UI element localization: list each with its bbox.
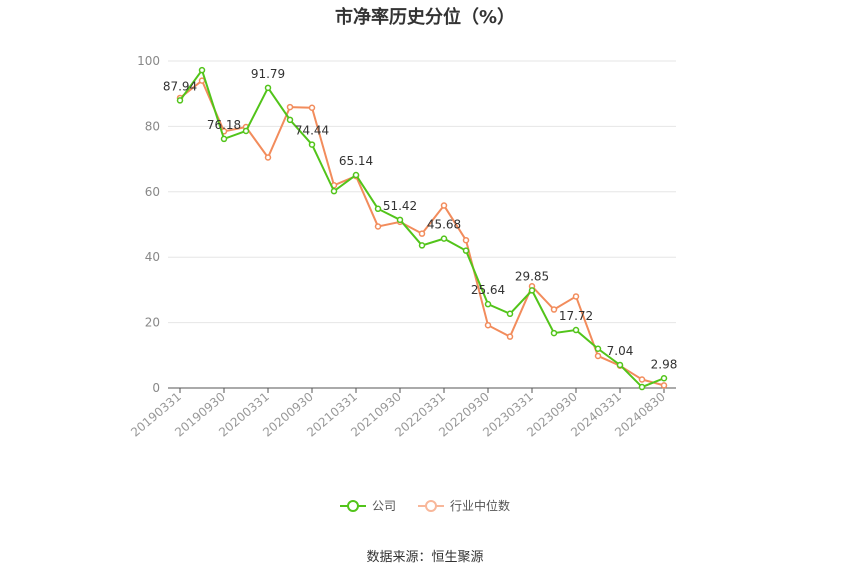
source-note: 数据来源：恒生聚源 [366,550,484,565]
series-0-point-21 [638,383,646,391]
data-label-2: 76.18 [207,118,241,132]
series-0-point-11 [418,242,426,249]
series-0-point-10 [396,216,404,224]
series-0-point-17 [550,329,558,337]
series-0-point-0 [176,97,184,104]
series-1-point-11 [418,230,426,237]
series-1-point-4 [264,154,272,161]
series-1-point-17 [550,306,558,313]
series-0-point-7 [330,187,338,195]
series-1 [176,77,668,389]
series-0-point-6 [308,141,316,148]
y-tick-label-20: 20 [145,316,160,330]
data-label-16: 29.85 [515,269,549,283]
series-0-point-1 [198,66,206,74]
legend-label-industry-median: 行业中位数 [450,499,511,513]
axes: 0204060801002019033120190930202003312020… [128,54,676,440]
data-label-8: 65.14 [339,154,373,168]
series-1-point-6 [308,104,316,112]
series-1-point-18 [572,293,580,300]
legend-label-company: 公司 [371,499,396,513]
y-tick-label-80: 80 [145,119,160,133]
data-label-4: 91.79 [251,67,285,81]
series-0-point-9 [374,205,382,213]
series-0 [176,66,668,391]
y-tick-label-60: 60 [145,185,160,199]
series-0-point-3 [242,127,250,135]
legend-swatch-orange-icon [418,499,444,512]
legend-item-industry-median[interactable]: 行业中位数 [418,497,510,514]
series-1-point-13 [462,236,470,244]
data-label-18: 17.72 [559,309,593,323]
grid-lines [168,60,676,324]
series-0-point-5 [286,116,294,124]
data-label-22: 2.98 [651,357,678,371]
series-1-point-14 [484,321,492,329]
data-labels: 87.94 76.18 91.79 74.44 65.14 51.42 45.68 25.64… [163,67,678,371]
chart-title: 市净率历史分位（%） [334,7,516,28]
series-1-point-12 [440,202,448,209]
data-label-14: 25.64 [471,283,505,297]
series-0-point-12 [440,235,448,242]
series-1-point-5 [286,103,294,111]
series-1-point-19 [594,352,602,360]
series-0-point-2 [220,135,228,143]
series-0-point-16 [528,287,536,294]
series-0-point-18 [572,326,580,334]
data-label-10: 51.42 [383,199,417,213]
series-lines [176,66,668,391]
series-0-point-22 [660,375,668,382]
series-0-point-19 [594,345,602,353]
y-tick-label-0: 0 [152,381,160,395]
series-0-point-20 [616,361,624,369]
series-0-point-14 [484,300,492,308]
series-1-point-15 [506,333,514,340]
legend-swatch-green-icon [339,499,366,512]
data-label-20: 7.04 [607,344,634,358]
series-0-point-8 [352,171,360,179]
series-1-point-21 [638,376,646,383]
series-0-point-15 [506,310,514,318]
y-tick-label-100: 100 [137,54,160,68]
legend: 公司 行业中位数 [0,497,850,514]
data-label-0: 87.94 [163,79,197,93]
legend-item-company[interactable]: 公司 [339,497,396,514]
data-label-12: 45.68 [427,218,461,232]
series-0-point-4 [264,84,272,92]
y-tick-label-40: 40 [145,250,160,264]
series-1-point-22 [660,382,668,389]
series-0-point-13 [462,247,470,254]
data-label-6: 74.44 [295,124,329,138]
series-1-point-9 [374,223,382,230]
